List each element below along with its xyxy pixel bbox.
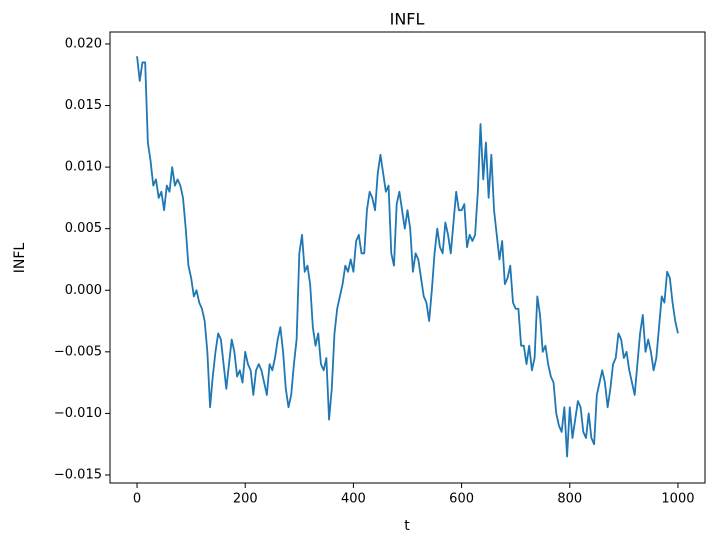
- x-axis-label: t: [404, 518, 410, 534]
- x-tick-label: 1000: [661, 492, 694, 507]
- y-axis-label: INFL: [12, 243, 28, 274]
- y-tick-label: 0.015: [65, 98, 102, 113]
- data-line: [136, 56, 679, 458]
- y-tick-label: 0.020: [65, 36, 102, 51]
- x-tick-label: 200: [233, 492, 258, 507]
- chart-title: INFL: [390, 10, 425, 29]
- y-tick-label: 0.005: [65, 221, 102, 236]
- y-tick-label: −0.005: [54, 344, 102, 359]
- y-tick-label: −0.015: [54, 467, 102, 482]
- y-tick-label: 0.010: [65, 160, 102, 175]
- y-tick-label: 0.000: [65, 283, 102, 298]
- x-tick-label: 400: [341, 492, 366, 507]
- y-tick-label: −0.010: [54, 406, 102, 421]
- x-tick-label: 0: [133, 492, 141, 507]
- plot-frame: [109, 31, 706, 484]
- x-tick-label: 600: [449, 492, 474, 507]
- x-tick-label: 800: [557, 492, 582, 507]
